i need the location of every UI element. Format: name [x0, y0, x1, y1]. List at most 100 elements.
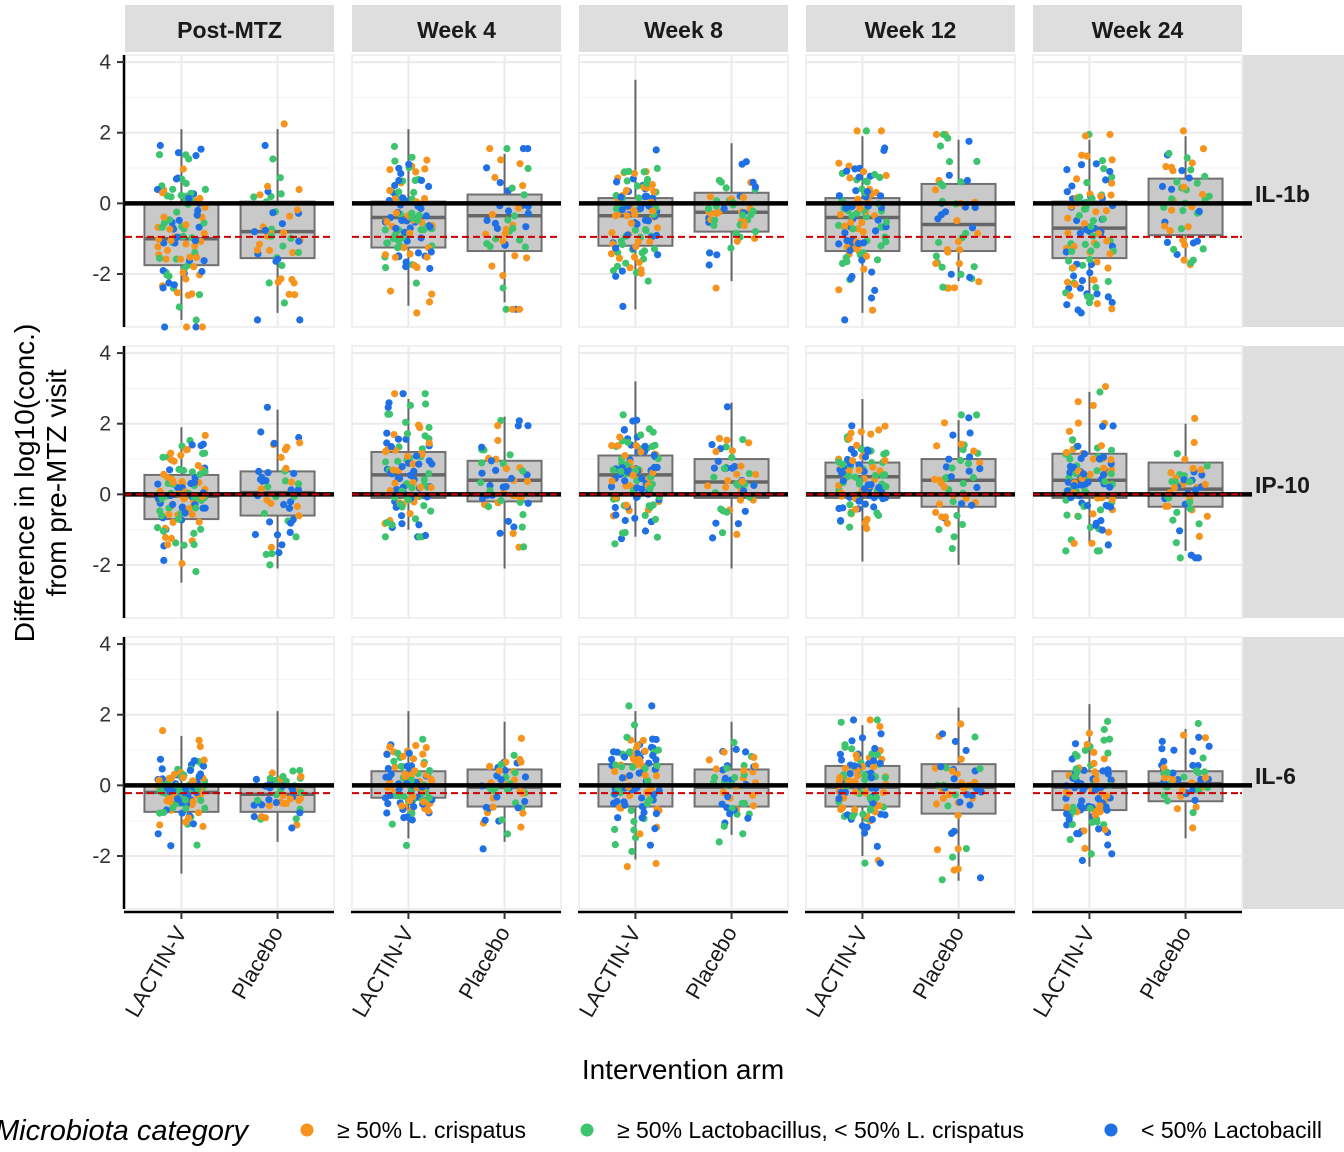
data-point: [267, 543, 275, 552]
data-point: [161, 533, 170, 542]
data-point: [835, 504, 843, 513]
data-point: [160, 470, 168, 478]
data-point: [636, 205, 645, 213]
data-point: [935, 525, 943, 534]
data-point: [1091, 786, 1100, 794]
data-point: [402, 435, 410, 443]
data-point: [626, 264, 634, 272]
data-point: [1169, 769, 1177, 777]
data-point: [400, 792, 408, 800]
data-point: [159, 727, 167, 735]
data-point: [728, 447, 737, 455]
data-point: [391, 253, 399, 261]
data-point: [1089, 276, 1097, 284]
data-point: [635, 769, 643, 777]
data-point: [169, 500, 177, 509]
data-point: [167, 842, 175, 850]
data-point: [873, 751, 882, 759]
data-point: [199, 762, 208, 770]
data-point: [940, 483, 948, 491]
data-point: [971, 203, 979, 212]
data-point: [269, 209, 277, 217]
panel-ip-10-post-mtz: [124, 345, 335, 619]
data-point: [1074, 419, 1082, 427]
data-point: [652, 859, 660, 868]
data-point: [394, 435, 403, 443]
data-point: [1093, 467, 1101, 475]
data-point: [860, 168, 868, 176]
data-point: [958, 520, 967, 529]
data-point: [1161, 222, 1169, 230]
data-point: [861, 500, 869, 508]
data-point: [167, 236, 175, 245]
data-point: [1162, 163, 1170, 171]
data-point: [410, 803, 418, 811]
data-point: [289, 767, 297, 775]
data-point: [720, 205, 728, 213]
data-point: [181, 509, 189, 517]
data-point: [408, 484, 416, 492]
data-point: [1199, 145, 1208, 153]
data-point: [405, 749, 413, 757]
data-point: [621, 477, 629, 485]
data-point: [714, 457, 722, 465]
data-point: [947, 473, 955, 481]
legend-key-3: [1104, 1123, 1118, 1137]
data-point: [1068, 820, 1076, 829]
data-point: [190, 529, 198, 538]
panel-il-6-week-4: [351, 636, 562, 910]
data-point: [257, 428, 265, 436]
data-point: [1166, 227, 1174, 235]
data-point: [954, 811, 962, 819]
data-point: [962, 746, 970, 755]
data-point: [848, 212, 856, 220]
data-point: [632, 442, 641, 450]
data-point: [416, 424, 424, 432]
data-point: [877, 192, 885, 200]
data-point: [1174, 776, 1182, 784]
data-point: [1104, 541, 1112, 549]
data-point: [154, 243, 162, 251]
data-point: [183, 446, 191, 454]
data-point: [617, 467, 625, 475]
data-point: [875, 484, 883, 492]
data-point: [260, 509, 268, 518]
data-point: [722, 483, 730, 491]
data-point: [866, 716, 874, 724]
data-point: [201, 504, 209, 512]
data-point: [164, 541, 172, 549]
data-point: [939, 182, 947, 190]
data-point: [417, 176, 426, 184]
data-point: [740, 761, 748, 770]
data-point: [618, 206, 626, 214]
data-point: [266, 518, 274, 526]
data-point: [1108, 298, 1116, 307]
data-point: [845, 435, 853, 443]
data-point: [493, 793, 501, 801]
data-point: [608, 477, 616, 485]
data-point: [276, 174, 284, 182]
data-point: [949, 431, 957, 439]
data-point: [618, 240, 627, 249]
data-point: [1108, 156, 1116, 164]
data-point: [633, 750, 642, 758]
data-point: [846, 174, 854, 182]
row-strip-label: IP-10: [1255, 472, 1310, 498]
data-point: [950, 284, 959, 292]
data-point: [1071, 740, 1080, 748]
data-point: [877, 730, 885, 738]
data-point: [636, 758, 644, 766]
data-point: [651, 825, 659, 833]
data-point: [708, 441, 716, 449]
data-point: [1172, 539, 1180, 547]
data-point: [636, 830, 644, 838]
data-point: [853, 127, 861, 135]
data-point: [631, 514, 639, 522]
row-strip-label: IL-6: [1255, 763, 1296, 789]
data-point: [487, 457, 495, 465]
data-point: [1172, 478, 1180, 486]
data-point: [285, 504, 294, 512]
panel-background: [124, 636, 335, 910]
legend-key-1: [300, 1123, 314, 1137]
data-point: [519, 809, 527, 817]
